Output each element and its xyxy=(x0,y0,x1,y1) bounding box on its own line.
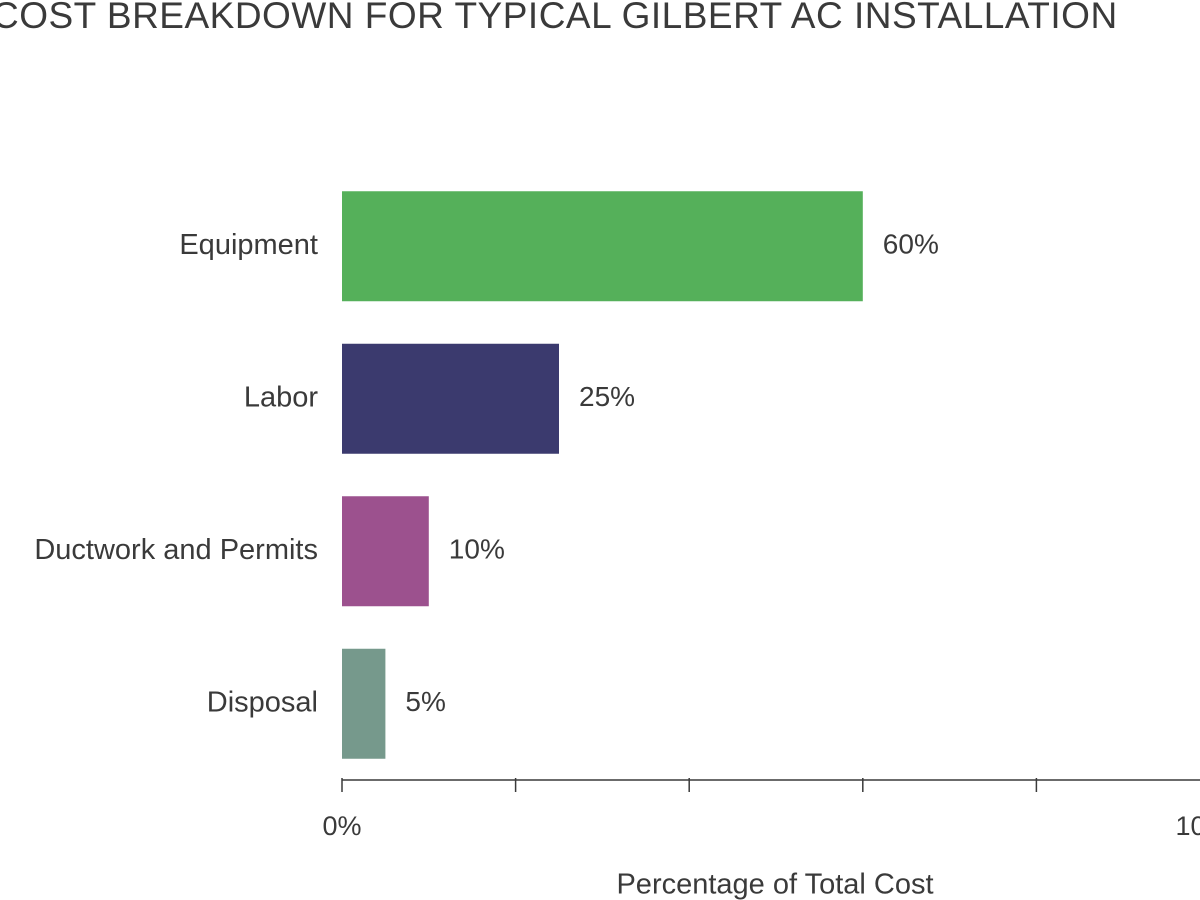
y-tick-label: Labor xyxy=(244,381,319,413)
y-tick-label: Equipment xyxy=(179,229,318,261)
value-label: 60% xyxy=(883,229,939,260)
x-tick-label: 100% xyxy=(1175,811,1200,841)
x-tick-label: 0% xyxy=(322,811,361,841)
value-label: 25% xyxy=(579,381,635,412)
value-label: 10% xyxy=(449,534,505,565)
y-tick-label: Disposal xyxy=(207,686,318,718)
chart-title: COST BREAKDOWN FOR TYPICAL GILBERT AC IN… xyxy=(0,0,1118,36)
bar xyxy=(342,191,863,302)
y-tick-label: Ductwork and Permits xyxy=(34,534,318,566)
bar xyxy=(342,648,386,759)
value-label: 5% xyxy=(405,686,445,717)
bar xyxy=(342,343,559,454)
x-axis-title: Percentage of Total Cost xyxy=(616,869,933,900)
bar xyxy=(342,496,429,607)
